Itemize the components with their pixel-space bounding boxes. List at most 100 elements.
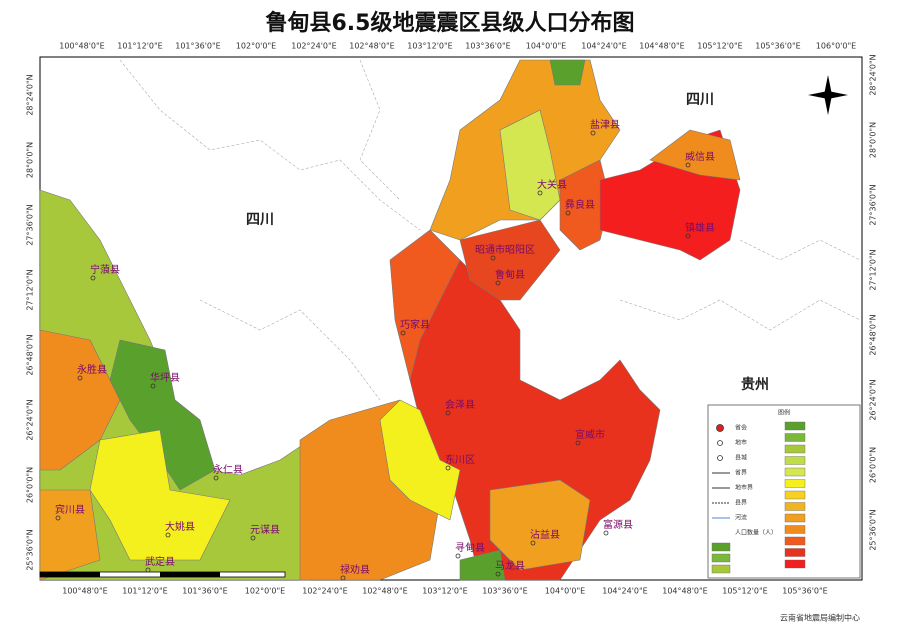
place-marker — [565, 210, 571, 216]
place-label: 武定县 — [145, 555, 175, 568]
place-marker — [77, 375, 83, 381]
latitude-label: 28°24'0"N — [869, 54, 878, 95]
scale-bar — [39, 571, 286, 578]
latitude-label: 25°36'0"N — [26, 529, 35, 570]
province-label: 四川 — [246, 212, 274, 228]
boundary — [359, 59, 401, 201]
legend-swatch — [711, 564, 731, 574]
county-area — [559, 159, 611, 251]
place-marker — [530, 540, 536, 546]
county-area — [549, 59, 586, 86]
legend-symbol — [717, 455, 723, 461]
longitude-label: 103°12'0"E — [422, 587, 467, 596]
legend-label: 人口数量（人） — [735, 529, 777, 537]
place-label: 禄劝县 — [340, 563, 370, 576]
latitude-label: 27°12'0"N — [869, 249, 878, 290]
legend-symbol — [717, 440, 723, 446]
longitude-label: 106°0'0"E — [816, 42, 856, 51]
place-marker — [590, 130, 596, 136]
longitude-label: 105°36'0"E — [782, 587, 827, 596]
longitude-label: 103°12'0"E — [407, 42, 452, 51]
latitude-label: 26°48'0"N — [26, 334, 35, 375]
place-marker — [55, 515, 61, 521]
place-label: 镇雄县 — [685, 221, 715, 234]
place-marker — [250, 535, 256, 541]
place-label: 沾益县 — [530, 528, 560, 541]
place-label: 巧家县 — [400, 318, 430, 331]
place-marker — [165, 532, 171, 538]
county-area — [39, 489, 101, 581]
place-marker — [90, 275, 96, 281]
county-area — [379, 399, 461, 521]
latitude-label: 26°24'0"N — [26, 399, 35, 440]
longitude-label: 101°36'0"E — [175, 42, 220, 51]
place-label: 寻甸县 — [455, 541, 485, 554]
latitude-label: 26°24'0"N — [869, 379, 878, 420]
legend-swatch — [784, 513, 806, 523]
longitude-label: 104°48'0"E — [662, 587, 707, 596]
place-label: 永仁县 — [213, 463, 243, 476]
longitude-label: 104°48'0"E — [639, 42, 684, 51]
legend-label: 省界 — [735, 469, 747, 477]
latitude-label: 28°24'0"N — [26, 74, 35, 115]
place-label: 鲁甸县 — [495, 268, 525, 281]
legend-symbol — [716, 424, 724, 432]
place-label: 威信县 — [685, 150, 715, 163]
legend-swatch — [784, 444, 806, 454]
legend-label: 地市界 — [735, 484, 753, 492]
longitude-label: 104°0'0"E — [526, 42, 566, 51]
county-area — [109, 339, 216, 491]
legend-swatch — [784, 467, 806, 477]
longitude-label: 102°0'0"E — [245, 587, 285, 596]
place-label: 昭通市昭阳区 — [475, 243, 535, 256]
latitude-label: 26°0'0"N — [869, 447, 878, 483]
legend-swatch — [784, 502, 806, 511]
longitude-label: 101°12'0"E — [117, 42, 162, 51]
county-area — [459, 549, 506, 581]
longitude-label: 105°12'0"E — [697, 42, 742, 51]
latitude-label: 28°0'0"N — [869, 122, 878, 158]
place-marker — [340, 575, 346, 581]
place-label: 元谋县 — [250, 524, 280, 536]
place-label: 宣威市 — [575, 428, 605, 441]
legend-swatch — [784, 490, 806, 500]
county-area — [389, 229, 461, 381]
county-area — [89, 429, 231, 561]
longitude-label: 102°24'0"E — [302, 587, 347, 596]
boundary — [739, 239, 861, 261]
longitude-label: 104°24'0"E — [581, 42, 626, 51]
legend-swatch — [784, 559, 806, 569]
place-marker — [495, 280, 501, 286]
province-label: 四川 — [686, 92, 714, 108]
longitude-label: 102°48'0"E — [349, 42, 394, 51]
boundary — [119, 59, 421, 231]
province-label: 贵州 — [741, 376, 769, 393]
place-label: 会泽县 — [445, 398, 475, 411]
legend-swatch — [784, 525, 806, 534]
place-label: 华坪县 — [150, 371, 180, 384]
legend-label: 河流 — [735, 514, 747, 522]
place-marker — [150, 383, 156, 389]
place-marker — [575, 440, 581, 446]
boundary — [199, 299, 381, 401]
place-marker — [455, 553, 461, 559]
place-label: 马龙县 — [495, 559, 525, 572]
place-marker — [400, 330, 406, 336]
longitude-label: 101°12'0"E — [122, 587, 167, 596]
legend-label: 省会 — [735, 424, 747, 432]
place-label: 大姚县 — [165, 520, 195, 533]
longitude-label: 100°48'0"E — [59, 42, 104, 51]
boundary — [619, 299, 861, 331]
county-area — [459, 219, 561, 301]
legend-swatch — [711, 542, 731, 552]
latitude-label: 27°36'0"N — [26, 204, 35, 245]
legend-label: 地市 — [735, 439, 747, 447]
place-marker — [685, 162, 691, 168]
longitude-label: 105°36'0"E — [755, 42, 800, 51]
place-label: 盐津县 — [590, 118, 620, 131]
latitude-label: 27°12'0"N — [26, 269, 35, 310]
place-marker — [495, 571, 501, 577]
compass — [808, 75, 848, 115]
